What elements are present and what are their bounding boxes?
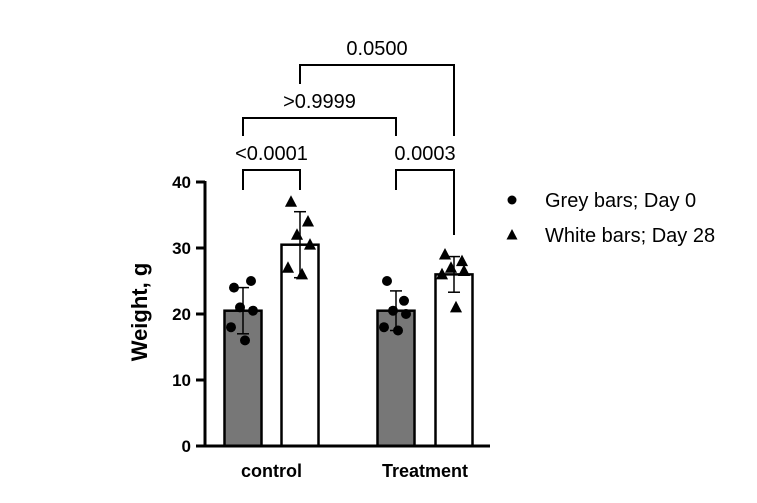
significance-bracket (242, 117, 397, 136)
data-point (379, 322, 389, 333)
data-point (438, 248, 452, 260)
significance-bracket (242, 169, 301, 190)
y-tick-label: 20 (172, 305, 191, 324)
data-point (401, 309, 411, 319)
error-bars-layer (237, 210, 460, 335)
p-value-label: 0.0500 (346, 38, 407, 60)
significance-brackets: <0.0001 0.0003 >0.9999 0.0500 (235, 38, 456, 235)
data-point (281, 261, 295, 273)
p-value-label: 0.0003 (394, 143, 455, 165)
p-value-label: <0.0001 (235, 143, 308, 165)
bars-layer (223, 243, 474, 448)
data-point (399, 295, 409, 306)
points-layer (226, 195, 471, 346)
data-point (284, 195, 298, 207)
data-point (295, 267, 309, 280)
data-point (444, 261, 458, 273)
y-axis-title: Weight, g (127, 263, 152, 362)
data-point (290, 228, 304, 240)
y-tick-label: 0 (182, 437, 191, 456)
data-point (240, 335, 250, 346)
data-point (226, 322, 236, 333)
legend: Grey bars; Day 0 White bars; Day 28 (506, 190, 715, 247)
y-tick-label: 10 (172, 371, 191, 390)
data-point (303, 238, 317, 250)
data-point (457, 264, 471, 277)
category-labels: control Treatment (241, 461, 468, 481)
y-tick-label: 40 (172, 173, 191, 192)
data-point (248, 305, 258, 316)
x-category-label: control (241, 461, 302, 481)
data-point (301, 215, 315, 227)
bar (434, 273, 474, 448)
significance-bracket (299, 64, 455, 136)
data-point (382, 276, 392, 286)
legend-marker-circle (507, 195, 517, 205)
data-point (455, 254, 469, 267)
legend-label: Grey bars; Day 0 (545, 190, 696, 212)
p-value-label: >0.9999 (283, 91, 356, 113)
data-point (229, 282, 239, 293)
legend-label: White bars; Day 28 (545, 225, 715, 247)
legend-marker-triangle (506, 229, 518, 240)
data-point (246, 276, 256, 286)
x-category-label: Treatment (382, 461, 468, 481)
data-point (435, 267, 449, 280)
y-ticks: 0 10 20 30 40 (172, 173, 205, 456)
significance-bracket (395, 169, 455, 235)
data-point (449, 300, 463, 313)
y-tick-label: 30 (172, 239, 191, 258)
